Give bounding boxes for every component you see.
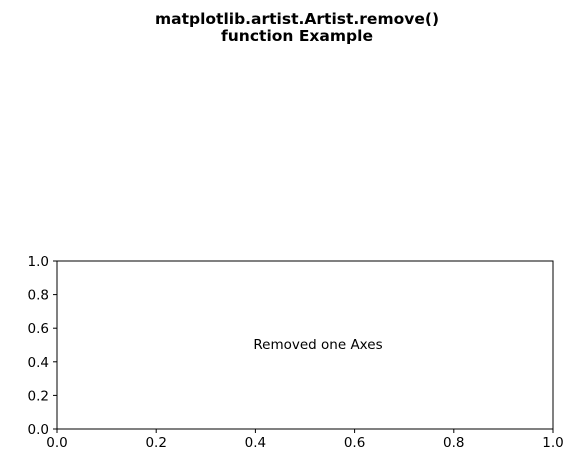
y-tick-label: 0.0 <box>28 422 49 438</box>
annotation-text: Removed one Axes <box>253 337 382 353</box>
x-tick-label: 0.0 <box>46 435 67 451</box>
y-tick-label: 0.4 <box>28 355 49 371</box>
y-tick-label: 0.2 <box>28 388 49 404</box>
axes-frame <box>56 260 554 430</box>
figure-title-line-1: matplotlib.artist.Artist.remove() <box>154 10 440 28</box>
y-tick-label: 1.0 <box>28 254 49 270</box>
x-tick-label: 0.2 <box>145 435 166 451</box>
axes: 0.0 0.2 0.4 0.6 0.8 1.0 0.0 0.2 0.4 0.6 0.8 1.0 Remo… <box>28 254 564 451</box>
x-tick-label: 0.4 <box>245 435 266 451</box>
y-tick-label: 0.8 <box>28 288 49 304</box>
figure-title-line-2: function Example <box>221 27 373 45</box>
x-tick-label: 1.0 <box>542 435 563 451</box>
x-tick-label: 0.6 <box>344 435 365 451</box>
y-tick-label: 0.6 <box>28 321 49 337</box>
x-tick-label: 0.8 <box>443 435 464 451</box>
